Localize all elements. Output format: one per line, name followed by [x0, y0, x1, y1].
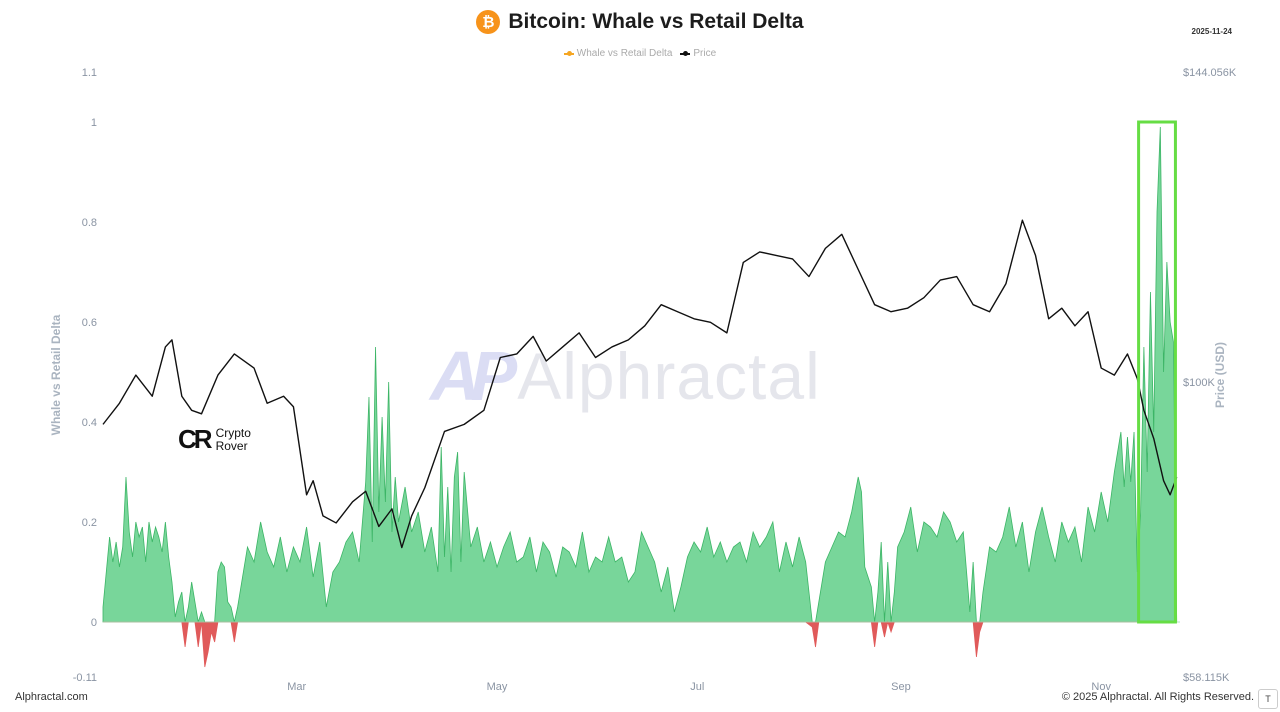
y-tick-label: 1.1: [82, 67, 97, 79]
bitcoin-icon: ₿: [476, 10, 501, 34]
footer-site-link[interactable]: Alphractal.com: [15, 691, 88, 703]
right-axis-title: Price (USD): [1213, 341, 1227, 409]
highlight-box: [1137, 120, 1177, 624]
legend-label-price: Price: [693, 48, 717, 59]
y2-tick-label: $58.115K: [1183, 672, 1230, 684]
x-tick-label: Mar: [287, 681, 306, 693]
y-tick-label: 0.8: [82, 217, 97, 229]
crypto-rover-text: Crypto Rover: [215, 425, 251, 453]
price-line: [102, 219, 1178, 549]
y-tick-label: 0.2: [82, 517, 97, 529]
crypto-rover-line1: Crypto: [215, 425, 251, 440]
corner-toggle-button[interactable]: T: [1258, 689, 1278, 709]
y-tick-label: 0: [91, 617, 97, 629]
chart-date: 2025-11-24: [1191, 27, 1232, 36]
alphractal-logo-icon: AP: [430, 337, 517, 415]
legend-item-price[interactable]: Price: [680, 48, 716, 59]
left-axis-title: Whale vs Retail Delta: [49, 314, 63, 436]
y-tick-label: 0.4: [82, 417, 97, 429]
watermark-text: Alphractal: [517, 339, 821, 413]
delta-positive-area: [102, 126, 1178, 623]
crypto-rover-line2: Rover: [215, 438, 248, 453]
chart-title-group: ₿ Bitcoin: Whale vs Retail Delta: [0, 10, 1280, 34]
crypto-rover-logo: CR Crypto Rover: [178, 424, 251, 455]
alphractal-watermark: AP Alphractal: [430, 336, 821, 416]
y-tick-label: 1: [91, 117, 97, 129]
delta-negative-area: [103, 620, 1177, 668]
x-tick-label: Sep: [891, 681, 911, 693]
x-tick-label: Nov: [1091, 681, 1111, 693]
y2-tick-label: $100K: [1183, 377, 1215, 389]
legend-item-delta[interactable]: Whale vs Retail Delta: [563, 48, 673, 59]
crypto-rover-mark-icon: CR: [178, 424, 213, 454]
legend-marker-delta: [563, 50, 574, 56]
legend-label-delta: Whale vs Retail Delta: [576, 48, 673, 59]
chart-legend: Whale vs Retail Delta Price: [0, 48, 1280, 59]
footer-copyright: © 2025 Alphractal. All Rights Reserved.: [1061, 691, 1254, 703]
chart-title: Bitcoin: Whale vs Retail Delta: [508, 10, 804, 33]
y2-tick-label: $144.056K: [1183, 67, 1237, 79]
y-tick-label: 0.6: [82, 317, 97, 329]
legend-marker-price: [680, 50, 691, 56]
x-tick-label: Jul: [690, 681, 704, 693]
y-tick-label: -0.11: [73, 672, 97, 684]
x-tick-label: May: [487, 681, 508, 693]
